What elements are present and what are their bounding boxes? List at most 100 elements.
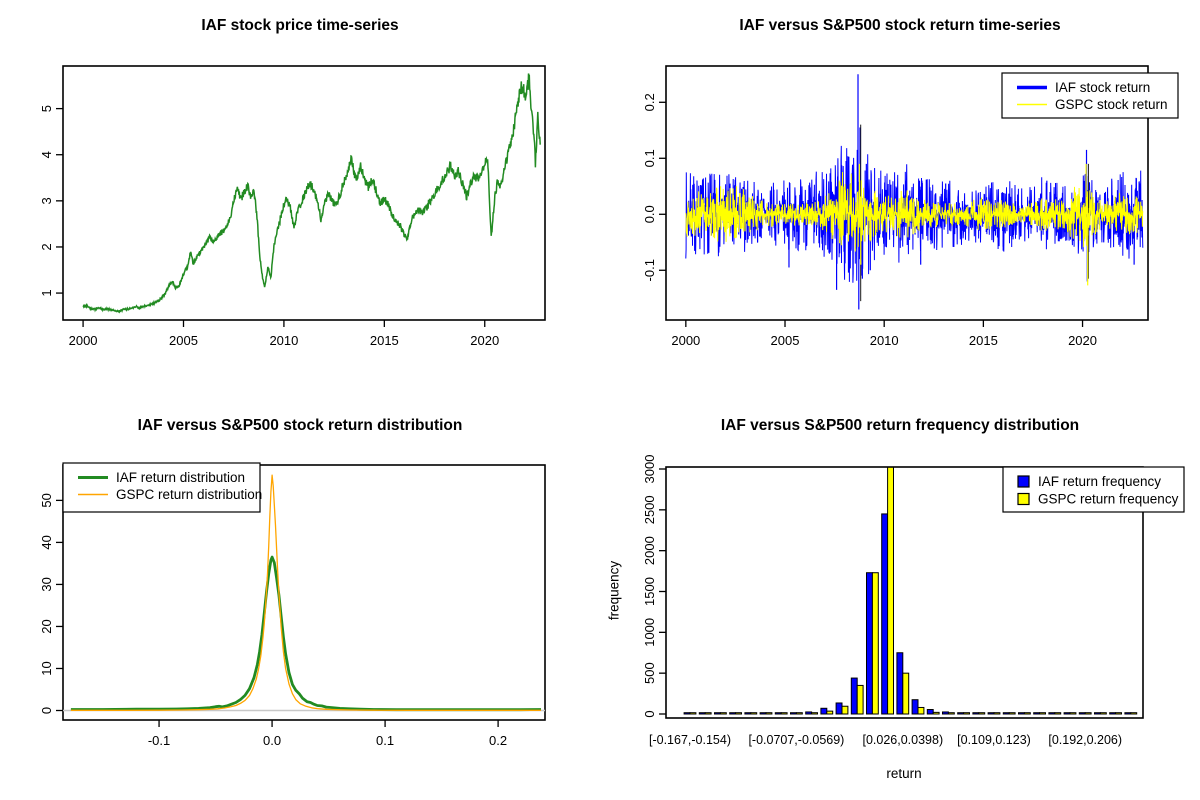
gspc-frequency-bar (978, 712, 986, 715)
iaf-frequency-bar (729, 712, 737, 715)
y-tick-label: -0.1 (642, 259, 657, 281)
iaf-frequency-bar (1048, 712, 1056, 715)
plot-box (62, 464, 546, 721)
gspc-frequency-bar (1115, 712, 1122, 715)
y-tick-label: 2000 (642, 536, 657, 565)
x-tick-label: 2010 (269, 333, 298, 348)
iaf-frequency-bar (1078, 712, 1086, 715)
iaf-frequency-bar (972, 712, 980, 715)
gspc-frequency-bar (887, 467, 895, 715)
iaf-frequency-bar (911, 699, 919, 715)
x-tick-label: -0.1 (148, 733, 170, 748)
density-chart-title: IAF versus S&P500 stock return distribut… (137, 417, 463, 434)
gspc-frequency-bar (932, 711, 940, 715)
gspc-frequency-bar (1039, 712, 1047, 715)
iaf-frequency-bar (835, 702, 843, 715)
y-tick-label: 20 (39, 619, 54, 633)
gspc-frequency-bar (811, 712, 819, 715)
iaf-frequency-bar (1002, 712, 1010, 715)
x-tick-label: 2010 (870, 333, 899, 348)
bin-label: [0.026,0.0398) (862, 733, 943, 747)
y-tick-label: 1500 (642, 577, 657, 606)
density-chart: -0.1 0.0 0.1 0.2 0 10 20 30 40 50 IAF return distr… (39, 462, 546, 748)
legend-label: GSPC return frequency (1038, 492, 1179, 507)
gspc-frequency-bar (871, 572, 879, 715)
iaf-frequency-bar (1124, 712, 1132, 715)
iaf-frequency-bar (820, 707, 828, 715)
iaf-frequency-bar (1094, 712, 1101, 715)
y-tick-label: 1000 (642, 618, 657, 647)
iaf-frequency-bar (774, 712, 782, 715)
gspc-frequency-bar (826, 710, 834, 715)
x-tick-label: 2000 (69, 333, 98, 348)
x-tick-label: 2015 (370, 333, 399, 348)
price-series-line (82, 73, 541, 314)
x-tick-label: 0.0 (263, 733, 281, 748)
iaf-density-curve (70, 555, 542, 712)
iaf-frequency-bar (714, 712, 721, 715)
returns-chart: 2000 2005 2010 2015 2020 -0.1 0.0 0.1 0.2 IAF sto… (642, 65, 1179, 348)
gspc-frequency-bar (1008, 712, 1016, 715)
y-tick-label: 3 (39, 197, 54, 204)
gspc-frequency-bar (1099, 712, 1107, 715)
y-tick-label: 0.1 (642, 149, 657, 167)
gspc-frequency-bar (750, 712, 758, 715)
legend-swatch (1017, 475, 1030, 488)
gspc-frequency-bar (1069, 712, 1077, 715)
iaf-frequency-bar (926, 709, 934, 715)
gspc-frequency-bar (780, 712, 788, 715)
y-tick-label: 2 (39, 243, 54, 250)
legend-box (1002, 466, 1185, 513)
gspc-frequency-bar (704, 712, 712, 715)
gspc-frequency-bar (1084, 712, 1092, 715)
gspc-frequency-bar (993, 712, 1001, 715)
x-tick-label: 2015 (969, 333, 998, 348)
histogram-chart-title: IAF versus S&P500 return frequency distr… (720, 417, 1080, 434)
panel-density: IAF versus S&P500 stock return distribut… (0, 400, 600, 800)
iaf-frequency-bar (896, 652, 904, 715)
gspc-frequency-bar (1130, 712, 1138, 715)
iaf-frequency-bar (850, 677, 858, 715)
panel-histogram: IAF versus S&P500 return frequency distr… (600, 400, 1200, 800)
gspc-frequency-bar (841, 705, 849, 715)
gspc-frequency-bar (856, 684, 864, 715)
bars-group (683, 467, 1138, 715)
legend-box (1001, 72, 1179, 119)
y-tick-label: 3000 (642, 455, 657, 484)
gspc-frequency-bar (765, 712, 773, 715)
gspc-return-series (685, 171, 1144, 252)
x-tick-label: 2020 (470, 333, 499, 348)
iaf-frequency-bar (987, 712, 995, 715)
x-tick-label: 0.1 (376, 733, 394, 748)
gspc-frequency-bar (917, 706, 925, 715)
price-chart-title: IAF stock price time-series (201, 17, 399, 34)
panel-price: IAF stock price time-series 2000 2005 2010… (0, 0, 600, 400)
iaf-frequency-bar (957, 712, 965, 715)
gspc-frequency-bar (1023, 712, 1031, 715)
iaf-frequency-bar (790, 712, 797, 715)
y-tick-label: 1 (39, 289, 54, 296)
x-tick-label: 2020 (1068, 333, 1097, 348)
gspc-frequency-bar (719, 712, 727, 715)
panel-returns: IAF versus S&P500 stock return time-seri… (600, 0, 1200, 400)
y-tick-label: 500 (642, 662, 657, 684)
iaf-frequency-bar (683, 712, 691, 715)
plot-box (62, 65, 546, 321)
gspc-frequency-bar (947, 712, 955, 715)
gspc-frequency-bar (689, 712, 697, 715)
gspc-frequency-bar (1054, 712, 1062, 715)
y-tick-label: 2500 (642, 495, 657, 524)
y-tick-label: 5 (39, 105, 54, 112)
return-axis-label: return (886, 766, 922, 781)
histogram-chart: 0 500 1000 1500 2000 2500 3000 [-0.167,-0.154) [… (642, 455, 1185, 747)
bin-label: [0.192,0.206) (1048, 733, 1122, 747)
price-chart: 2000 2005 2010 2015 2020 1 2 3 4 5 (39, 65, 546, 348)
bin-label: [0.109,0.123) (957, 733, 1031, 747)
gspc-frequency-bar (735, 712, 743, 715)
iaf-frequency-bar (1033, 712, 1041, 715)
plot-box (665, 65, 1149, 321)
returns-chart-title: IAF versus S&P500 stock return time-seri… (739, 17, 1061, 34)
legend-box (62, 462, 261, 513)
legend-swatch (1017, 492, 1030, 506)
